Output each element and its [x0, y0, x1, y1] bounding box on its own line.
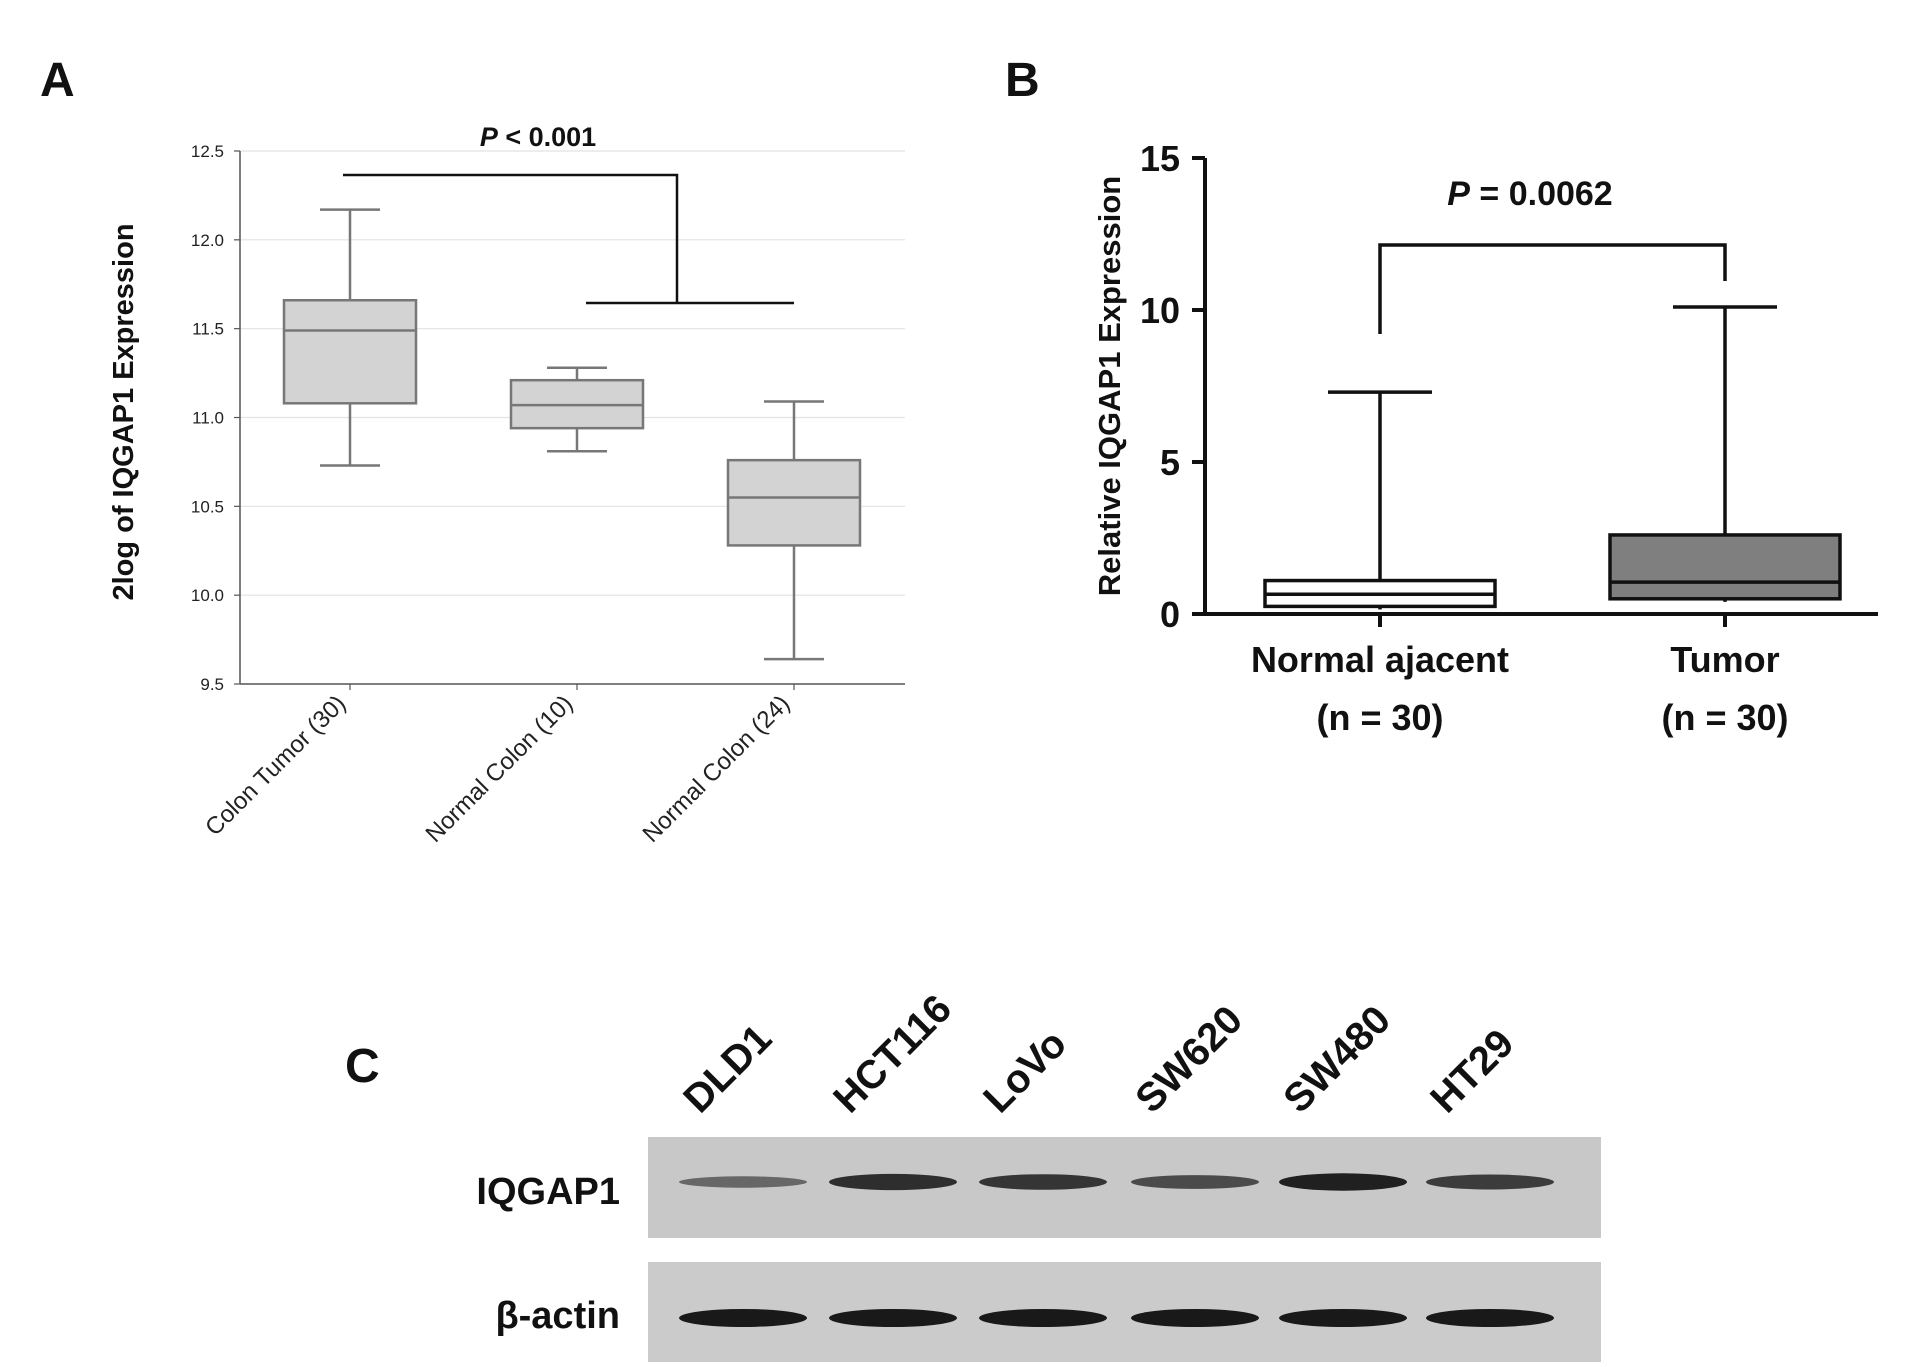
- panel-a-y-tick-label: 11.5: [192, 320, 224, 339]
- panel-a-boxes: [282, 208, 862, 661]
- panel-a-box-1: [282, 208, 418, 467]
- blot-band-iqgap1-hct116: [829, 1173, 957, 1191]
- blot-band-iqgap1-dld1: [679, 1176, 807, 1188]
- panel-b-y-ticks: 15 10 5 0: [1140, 138, 1205, 635]
- panel-b-category-n: (n = 30): [1316, 697, 1443, 738]
- panel-b-category-name: Tumor: [1670, 639, 1779, 680]
- lane-label-sw620: SW620: [1127, 997, 1251, 1121]
- panel-b-category-name: Normal ajacent: [1251, 639, 1509, 680]
- panel-b: B Relative IQGAP1 Expression 15 10 5 0 P = …: [1005, 54, 1878, 738]
- panel-a-iqr-box: [282, 298, 418, 405]
- western-blot-lane-labels: DLD1 HCT116 LoVo SW620 SW480 HT29: [675, 986, 1522, 1121]
- panel-a-box-2: [509, 366, 645, 453]
- blot-band-beta-actin-hct116: [829, 1309, 957, 1327]
- panel-b-y-tick-label: 15: [1140, 138, 1180, 179]
- panel-a-category-label: Normal Colon (24): [638, 690, 796, 848]
- blot-strip-iqgap1: [648, 1137, 1601, 1238]
- blot-band-iqgap1-ht29: [1426, 1174, 1554, 1190]
- blot-band-iqgap1-sw480: [1279, 1173, 1407, 1191]
- panel-a-p-value: P < 0.001: [480, 122, 596, 152]
- blot-band-beta-actin-sw620: [1131, 1309, 1259, 1327]
- panel-a-iqr-box: [726, 458, 862, 547]
- panel-b-significance-bracket: [1378, 243, 1727, 334]
- blot-band-beta-actin-ht29: [1426, 1309, 1554, 1327]
- panel-b-y-tick-label: 5: [1160, 442, 1180, 483]
- blot-row-label-beta-actin: β-actin: [495, 1295, 620, 1337]
- panel-b-p-symbol: P: [1447, 175, 1470, 213]
- blot-row-label-iqgap1: IQGAP1: [476, 1171, 620, 1213]
- panel-a-significance-bracket-top: [343, 173, 679, 303]
- panel-b-p-value: P = 0.0062: [1447, 175, 1612, 213]
- panel-b-box-2: [1608, 305, 1842, 602]
- panel-b-y-axis-label: Relative IQGAP1 Expression: [1092, 176, 1127, 596]
- panel-letter-a: A: [40, 54, 75, 107]
- blot-band-iqgap1-lovo: [979, 1174, 1107, 1190]
- panel-b-box-1: [1263, 390, 1497, 610]
- panel-a-y-ticks: 12.5 12.0 11.5 11.0 10.5 10.0 9.5: [191, 142, 240, 694]
- western-blot-bands: [679, 1173, 1554, 1327]
- blot-band-beta-actin-lovo: [979, 1309, 1107, 1327]
- lane-label-dld1: DLD1: [675, 1016, 780, 1121]
- panel-b-category-labels: Normal ajacent (n = 30) Tumor (n = 30): [1251, 614, 1789, 738]
- panel-a-category-label: Colon Tumor (30): [200, 690, 351, 841]
- panel-b-p-text: = 0.0062: [1470, 175, 1613, 213]
- lane-label-sw480: SW480: [1275, 997, 1399, 1121]
- panel-a-y-tick-label: 10.0: [191, 586, 224, 605]
- panel-b-y-tick-label: 10: [1140, 290, 1180, 331]
- panel-b-boxes: [1263, 305, 1842, 610]
- panel-a-y-tick-label: 12.0: [191, 231, 224, 250]
- panel-a-box-3: [726, 400, 862, 661]
- panel-c: C DLD1 HCT116 LoVo SW620 SW480 HT29 IQGAP1 β-…: [345, 986, 1601, 1362]
- panel-a-category-labels: Colon Tumor (30) Normal Colon (10) Normal …: [200, 684, 795, 848]
- panel-a-y-tick-label: 11.0: [192, 409, 224, 428]
- panel-a-y-tick-label: 10.5: [191, 497, 224, 516]
- panel-letter-c: C: [345, 1040, 380, 1093]
- panel-a-p-symbol: P: [480, 122, 499, 152]
- blot-band-beta-actin-dld1: [679, 1309, 807, 1327]
- panel-a: A 2log of IQGAP1 Expression 12.5 12.0 11.5…: [40, 54, 905, 848]
- lane-label-lovo: LoVo: [975, 1022, 1075, 1122]
- panel-a-y-axis-label: 2log of IQGAP1 Expression: [108, 223, 140, 600]
- panel-b-category-n: (n = 30): [1661, 697, 1788, 738]
- panel-a-p-text: < 0.001: [498, 122, 596, 152]
- panel-b-iqr-box: [1608, 533, 1842, 601]
- panel-b-y-tick-label: 0: [1160, 594, 1180, 635]
- panel-a-category-label: Normal Colon (10): [421, 690, 579, 848]
- blot-band-beta-actin-sw480: [1279, 1309, 1407, 1327]
- panel-letter-b: B: [1005, 54, 1040, 107]
- panel-a-y-tick-label: 9.5: [200, 675, 224, 694]
- blot-band-iqgap1-sw620: [1131, 1175, 1259, 1189]
- panel-a-y-tick-label: 12.5: [191, 142, 224, 161]
- blot-strip-beta-actin: [648, 1262, 1601, 1362]
- lane-label-hct116: HCT116: [825, 986, 960, 1121]
- lane-label-ht29: HT29: [1422, 1021, 1522, 1121]
